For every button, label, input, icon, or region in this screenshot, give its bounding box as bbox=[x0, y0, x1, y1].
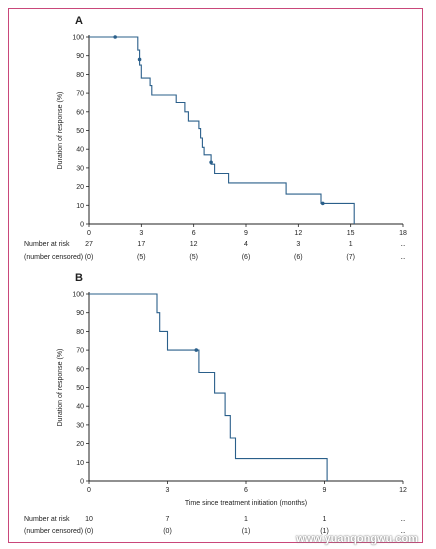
panel-b-x-tick-label: 9 bbox=[323, 487, 327, 494]
panel-a-at-risk-value: 17 bbox=[137, 241, 145, 248]
panel-a-censor-mark bbox=[209, 160, 213, 165]
panel-b-y-tick-label: 40 bbox=[76, 404, 84, 411]
panel-a-x-tick-label: 18 bbox=[399, 230, 407, 237]
panel-b-y-tick-label: 10 bbox=[76, 460, 84, 467]
panel-b-x-axis-title: Time since treatment initiation (months) bbox=[185, 500, 307, 507]
panel-a-y-tick-label: 30 bbox=[76, 165, 84, 172]
panel-b-y-tick-label: 20 bbox=[76, 441, 84, 448]
panel-b-risk-row-label: Number at risk bbox=[24, 516, 70, 523]
panel-b-survival-curve bbox=[89, 293, 328, 481]
panel-a-y-tick-label: 0 bbox=[80, 222, 84, 229]
panel-a-risk-row-label: Number at risk bbox=[24, 241, 70, 248]
panel-a-y-tick-label: 70 bbox=[76, 91, 84, 98]
panel-a-y-tick-label: 90 bbox=[76, 53, 84, 60]
panel-a-y-tick-label: 40 bbox=[76, 147, 84, 154]
panel-b-at-risk-value: 10 bbox=[85, 516, 93, 523]
panel-a-censor-mark bbox=[137, 57, 142, 62]
panel-b-y-tick-label: 0 bbox=[80, 479, 84, 486]
panel-a-at-risk-value: ‥ bbox=[401, 241, 406, 248]
panel-a-at-risk-value: 1 bbox=[349, 241, 353, 248]
panel-a-y-tick-label: 100 bbox=[72, 35, 84, 42]
panel-a-y-tick-label: 10 bbox=[76, 203, 84, 210]
panel-b-at-risk-value: 1 bbox=[323, 516, 327, 523]
panel-a-y-tick-label: 80 bbox=[76, 72, 84, 79]
panel-b-label: B bbox=[75, 272, 83, 284]
panel-b-y-tick-label: 80 bbox=[76, 329, 84, 336]
panel-b-x-tick-label: 3 bbox=[166, 487, 170, 494]
panel-b-x-tick-label: 6 bbox=[244, 487, 248, 494]
panel-b-censored-value: (1) bbox=[320, 528, 329, 535]
panel-a-x-tick-label: 15 bbox=[347, 230, 355, 237]
panel-b-at-risk-value: 7 bbox=[166, 516, 170, 523]
figure-frame bbox=[8, 8, 423, 543]
panel-a-censored-value: (5) bbox=[137, 254, 146, 261]
panel-b-y-tick-label: 70 bbox=[76, 348, 84, 355]
panel-a-y-tick-label: 20 bbox=[76, 184, 84, 191]
panel-b-y-tick-label: 30 bbox=[76, 422, 84, 429]
panel-a-at-risk-value: 3 bbox=[296, 241, 300, 248]
panel-b-at-risk-value: 1 bbox=[244, 516, 248, 523]
panel-a-x-tick-label: 3 bbox=[139, 230, 143, 237]
panel-b-x-tick-label: 12 bbox=[399, 487, 407, 494]
panel-a-censored-row-label: (number censored) bbox=[24, 254, 83, 261]
panel-b-x-tick-label: 0 bbox=[87, 487, 91, 494]
panel-a-censored-value: (6) bbox=[242, 254, 251, 261]
panel-b-censored-value: ‥ bbox=[401, 528, 406, 535]
panel-b-censored-value: (0) bbox=[163, 528, 172, 535]
panel-b-y-tick-label: 50 bbox=[76, 385, 84, 392]
panel-a-x-tick-label: 0 bbox=[87, 230, 91, 237]
panel-b-y-tick-label: 60 bbox=[76, 366, 84, 373]
panel-a-censored-value: (7) bbox=[346, 254, 355, 261]
panel-a-at-risk-value: 27 bbox=[85, 241, 93, 248]
panel-a-censored-value: (0) bbox=[85, 254, 94, 261]
panel-b-y-tick-label: 100 bbox=[72, 292, 84, 299]
panel-b-censored-row-label: (number censored) bbox=[24, 528, 83, 535]
panel-a-y-tick-label: 60 bbox=[76, 109, 84, 116]
panel-a-y-tick-label: 50 bbox=[76, 128, 84, 135]
panel-a-x-tick-label: 6 bbox=[192, 230, 196, 237]
panel-b-censor-mark bbox=[194, 348, 199, 352]
panel-a-y-axis-title: Duration of response (%) bbox=[57, 92, 64, 170]
panel-a-censored-value: (6) bbox=[294, 254, 303, 261]
panel-a-survival-curve bbox=[89, 36, 355, 224]
panel-a-x-tick-label: 9 bbox=[244, 230, 248, 237]
panel-a-censored-value: ‥ bbox=[401, 254, 406, 261]
panel-a-at-risk-value: 12 bbox=[190, 241, 198, 248]
watermark: www.yuanqongwu.com bbox=[296, 533, 418, 545]
panel-a-label: A bbox=[75, 15, 83, 27]
panel-b-censored-value: (1) bbox=[242, 528, 251, 535]
panel-b-at-risk-value: ‥ bbox=[401, 516, 406, 523]
panel-b-y-tick-label: 90 bbox=[76, 310, 84, 317]
panel-b-censored-value: (0) bbox=[85, 528, 94, 535]
panel-a-censor-mark bbox=[113, 35, 117, 39]
panel-b-y-axis-title: Duration of response (%) bbox=[57, 349, 64, 427]
panel-a-censored-value: (5) bbox=[189, 254, 198, 261]
panel-a-x-tick-label: 12 bbox=[294, 230, 302, 237]
panel-a-at-risk-value: 4 bbox=[244, 241, 248, 248]
panel-a-censor-mark bbox=[320, 201, 325, 206]
